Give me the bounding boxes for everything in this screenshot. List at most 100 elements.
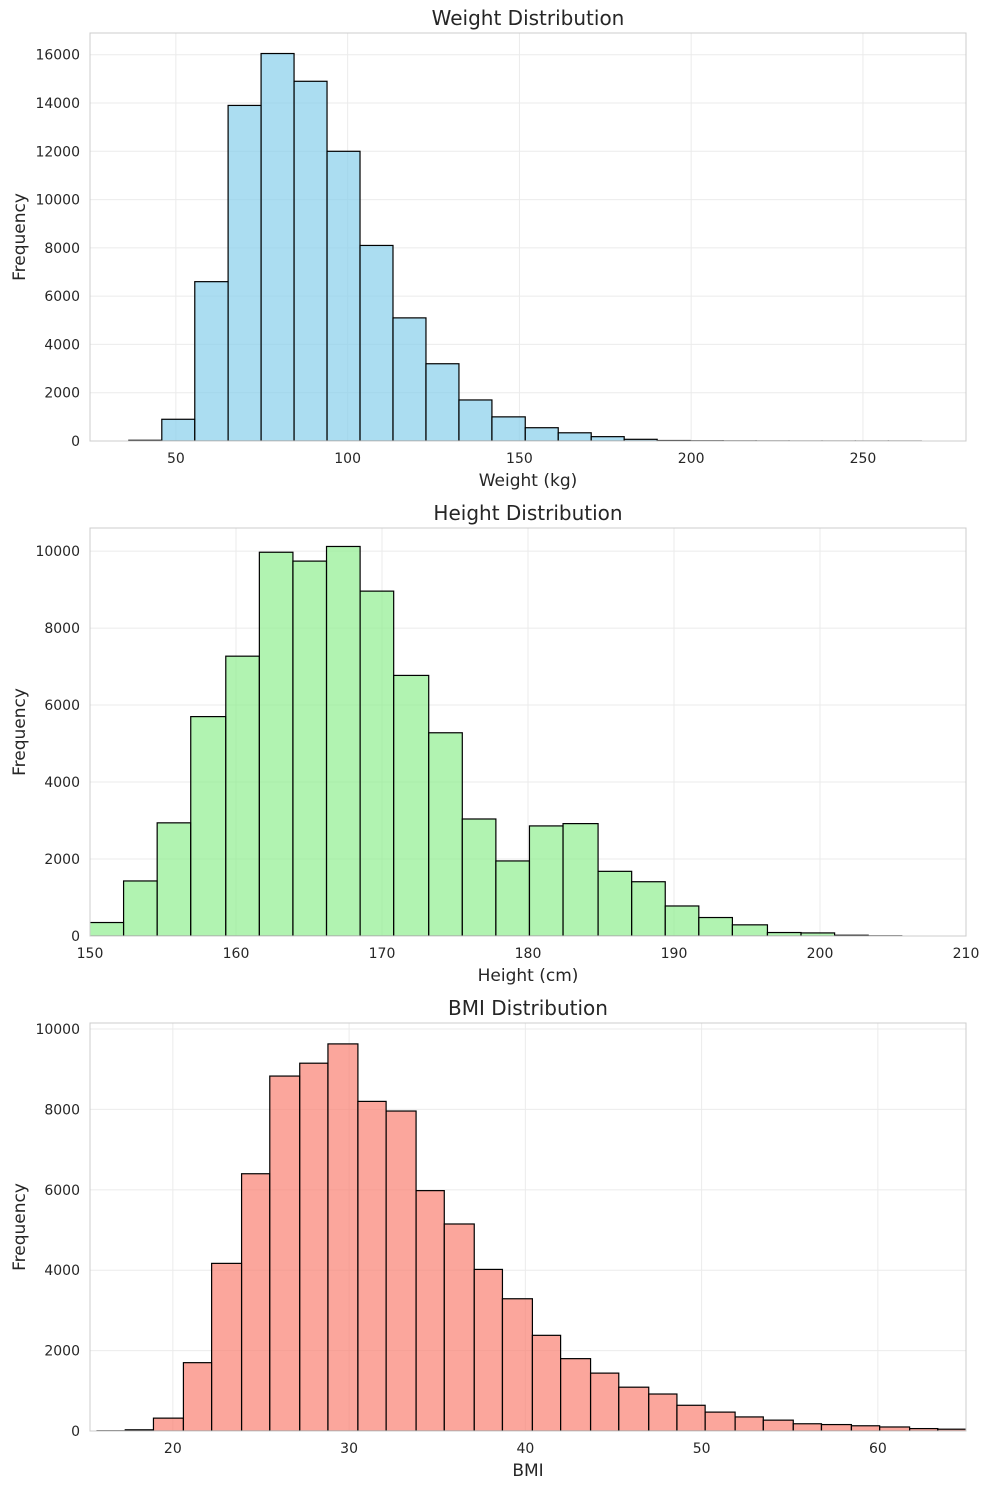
bmi-y-tick-label: 4000 — [44, 1263, 80, 1279]
height-histogram-bar — [156, 822, 192, 936]
weight-y-tick-label: 4000 — [44, 337, 80, 353]
height-histogram-bar — [393, 674, 430, 936]
weight-x-tick-label: 250 — [850, 451, 877, 467]
height-y-tick-label: 6000 — [44, 698, 80, 714]
height-x-tick-label: 180 — [515, 946, 542, 962]
weight-y-tick-label: 6000 — [44, 289, 80, 305]
bmi-histogram-bar — [473, 1268, 504, 1431]
height-x-tick-label: 160 — [223, 946, 250, 962]
bmi-y-tick-label: 0 — [71, 1424, 80, 1440]
weight-y-tick-label: 8000 — [44, 241, 80, 257]
bmi-histogram-bar — [152, 1417, 185, 1431]
height-histogram-bar — [292, 560, 328, 936]
weight-y-tick-label: 16000 — [35, 48, 80, 64]
height-histogram-bar — [766, 931, 802, 936]
height-histogram-bar — [190, 716, 227, 936]
bmi-histogram-bar — [648, 1393, 678, 1431]
height-y-tick-label: 2000 — [44, 852, 80, 868]
height-chart-title: Height Distribution — [433, 501, 622, 525]
bmi-histogram-bar — [820, 1423, 853, 1431]
height-x-tick-label: 150 — [77, 946, 104, 962]
weight-y-tick-label: 14000 — [35, 96, 80, 112]
height-histogram-bar — [664, 905, 700, 936]
height-histogram-bar — [495, 860, 531, 936]
weight-x-axis-label: Weight (kg) — [479, 471, 578, 491]
bmi-histogram-bar — [879, 1426, 911, 1431]
height-bars — [90, 545, 903, 936]
weight-histogram-bar — [260, 52, 295, 441]
bmi-histogram-bar — [415, 1190, 445, 1431]
height-histogram-bar — [562, 823, 599, 936]
weight-x-tick-label: 50 — [167, 451, 185, 467]
bmi-histogram-bar — [501, 1298, 534, 1431]
bmi-y-tick-label: 10000 — [35, 1022, 80, 1038]
height-x-tick-label: 190 — [661, 946, 688, 962]
weight-y-tick-label: 0 — [71, 434, 80, 450]
weight-histogram-bar — [557, 432, 592, 441]
weight-histogram-bar — [491, 416, 526, 441]
weight-histogram-bar — [293, 80, 328, 441]
weight-histogram-bar — [326, 150, 361, 441]
height-histogram-bar — [258, 551, 294, 936]
height-x-tick-label: 210 — [953, 946, 980, 962]
bmi-y-tick-label: 6000 — [44, 1183, 80, 1199]
height-y-tick-label: 8000 — [44, 621, 80, 637]
bmi-histogram-bar — [240, 1173, 271, 1431]
weight-chart-title: Weight Distribution — [432, 6, 625, 30]
height-histogram-bar — [225, 655, 260, 936]
bmi-histogram-bar — [327, 1043, 359, 1431]
weight-histogram-bar — [458, 399, 493, 441]
height-histogram-bar — [359, 590, 395, 936]
bmi-x-tick-label: 40 — [516, 1441, 534, 1457]
bmi-histogram-bar — [443, 1223, 475, 1431]
weight-y-axis-label: Frequency — [10, 193, 30, 281]
bmi-histogram-panel: 20 30 40 50 60 0 2000 4000 6000 8000 10000 BMI Dist… — [10, 996, 967, 1481]
bmi-histogram-bar — [182, 1362, 213, 1431]
bmi-histogram-bar — [618, 1386, 650, 1431]
height-histogram-bar — [461, 818, 497, 936]
height-x-tick-label: 170 — [369, 946, 396, 962]
bmi-histogram-bar — [704, 1411, 736, 1431]
bmi-y-tick-label: 2000 — [44, 1344, 80, 1360]
height-histogram-bar — [800, 932, 836, 936]
bmi-x-tick-label: 20 — [164, 1441, 182, 1457]
height-y-tick-label: 4000 — [44, 775, 80, 791]
bmi-x-axis-label: BMI — [512, 1461, 543, 1481]
bmi-bars — [96, 1043, 966, 1431]
weight-plot-frame — [89, 32, 967, 442]
bmi-x-tick-label: 30 — [340, 1441, 358, 1457]
weight-histogram-bar — [227, 104, 262, 441]
height-histogram-bar — [325, 545, 361, 936]
weight-y-tick-label: 12000 — [35, 144, 80, 160]
bmi-histogram-bar — [299, 1062, 329, 1431]
weight-histogram-bar — [590, 436, 625, 441]
height-plot-frame — [89, 527, 967, 937]
bmi-histogram-bar — [589, 1372, 620, 1431]
height-histogram-bar — [428, 732, 463, 936]
weight-histogram-panel: 50 100 150 200 250 0 2000 4000 6000 8000 10000 1200… — [10, 6, 967, 491]
weight-x-tick-label: 200 — [678, 451, 705, 467]
height-x-axis-label: Height (cm) — [478, 966, 579, 986]
weight-y-tick-label: 10000 — [35, 193, 80, 209]
bmi-histogram-bar — [211, 1262, 243, 1431]
height-histogram-bar — [631, 881, 666, 936]
weight-histogram-bar — [194, 281, 229, 441]
bmi-histogram-bar — [937, 1428, 966, 1431]
height-histogram-panel: 150 160 170 180 190 200 210 0 2000 4000 6000 8000 10… — [10, 501, 979, 986]
bmi-histogram-bar — [269, 1075, 301, 1431]
weight-x-tick-label: 150 — [506, 451, 533, 467]
bmi-x-tick-label: 60 — [869, 1441, 887, 1457]
height-x-tick-label: 200 — [807, 946, 834, 962]
weight-histogram-bar — [359, 244, 394, 441]
height-histogram-bar — [528, 825, 564, 936]
bmi-histogram-bar — [850, 1425, 881, 1431]
weight-y-tick-label: 2000 — [44, 386, 80, 402]
weight-histogram-bar — [524, 427, 559, 441]
bmi-x-tick-label: 50 — [693, 1441, 711, 1457]
bmi-histogram-bar — [734, 1416, 764, 1431]
weight-histogram-bar — [392, 317, 427, 441]
bmi-plot-frame — [89, 1022, 967, 1432]
height-y-tick-label: 0 — [71, 929, 80, 945]
height-histogram-bar — [122, 880, 158, 936]
height-histogram-bar — [698, 916, 734, 936]
